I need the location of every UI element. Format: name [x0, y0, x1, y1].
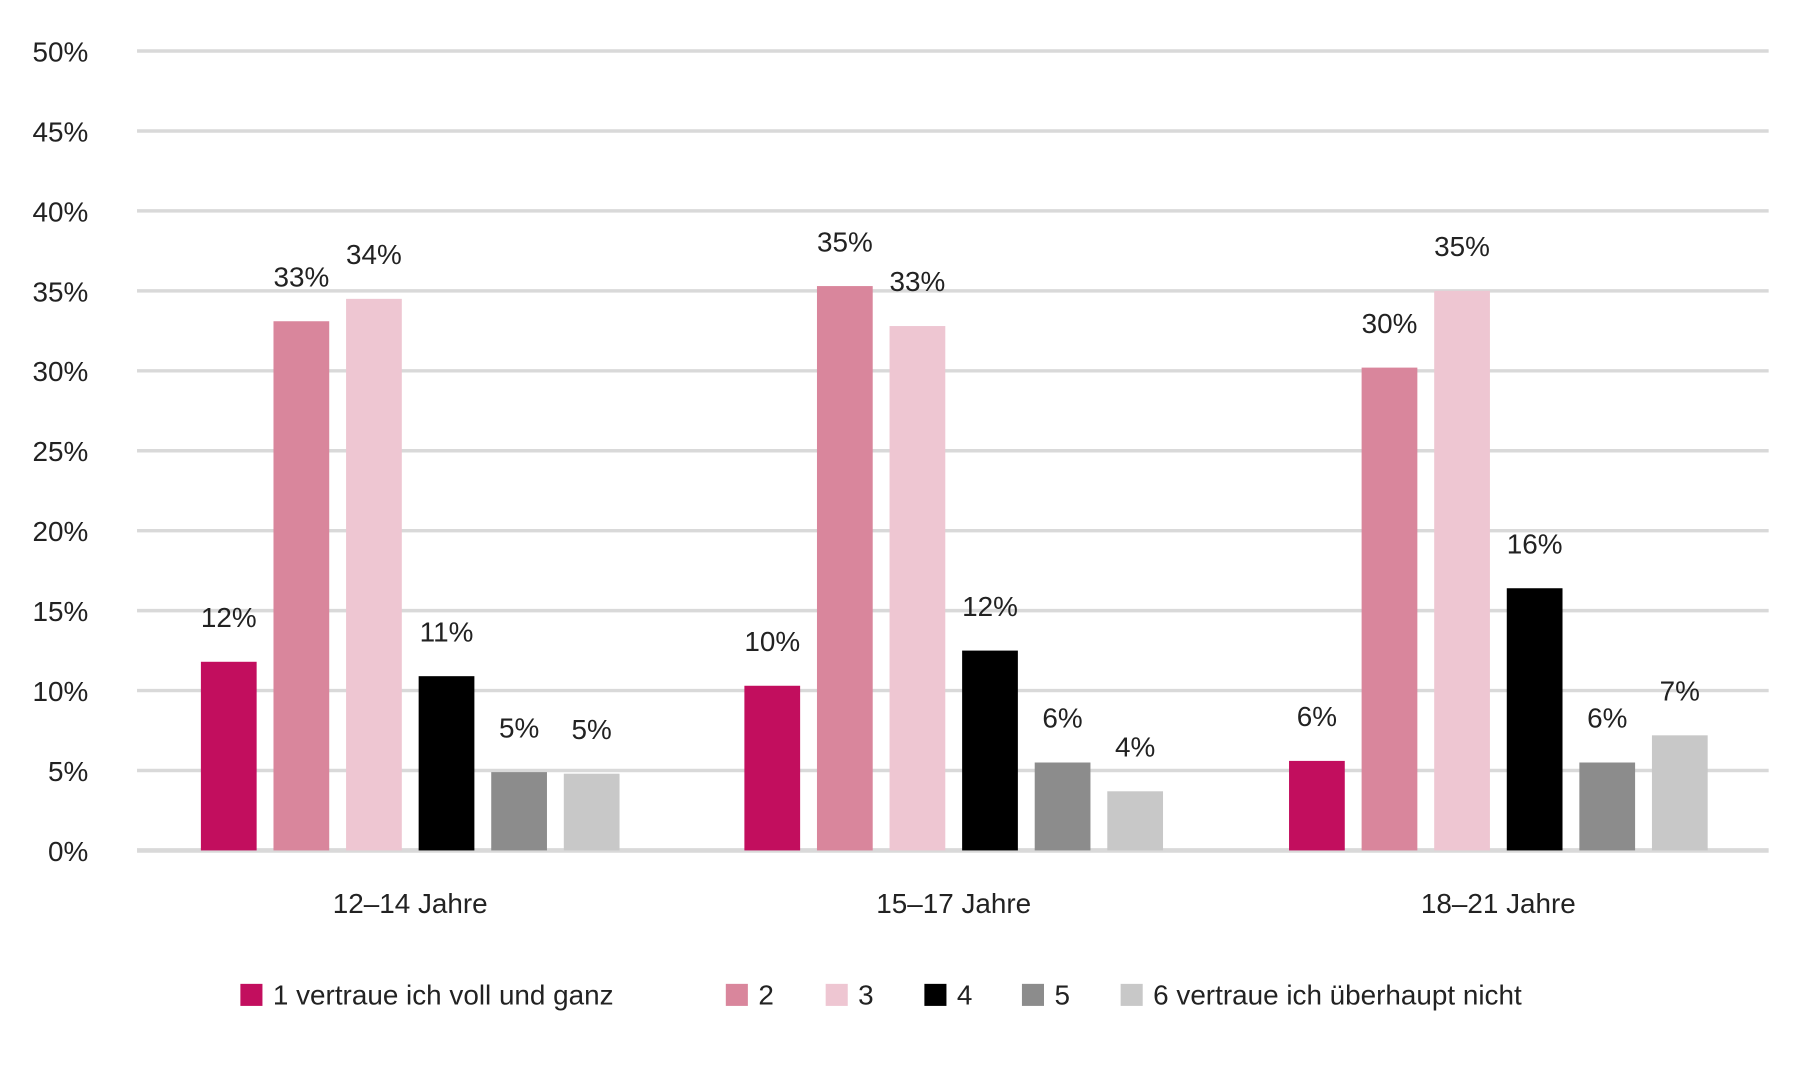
legend-swatch — [1120, 983, 1143, 1006]
bar — [563, 773, 620, 851]
bar — [1361, 367, 1418, 851]
y-tick-label: 5% — [48, 756, 88, 787]
y-tick-label: 10% — [32, 676, 88, 707]
data-label: 33% — [890, 266, 946, 297]
x-axis-categories: 12–14 Jahre 15–17 Jahre 18–21 Jahre — [333, 888, 1576, 919]
data-label: 6% — [1587, 703, 1627, 734]
y-axis-ticks: 0% 5% 10% 15% 20% 25% 30% 35% 40% 45% 50% — [32, 37, 88, 867]
data-label: 35% — [817, 226, 873, 257]
bar — [1289, 760, 1345, 851]
y-tick-label: 20% — [32, 516, 88, 547]
bars — [200, 286, 1708, 851]
y-tick-label: 15% — [32, 596, 88, 627]
y-tick-label: 30% — [32, 356, 88, 387]
data-label: 16% — [1507, 528, 1563, 559]
bar — [491, 772, 547, 851]
data-label: 6% — [1042, 703, 1082, 734]
bar — [889, 326, 946, 851]
bar — [1034, 762, 1091, 851]
bar — [744, 685, 801, 851]
data-label: 10% — [744, 626, 800, 657]
data-label: 33% — [273, 261, 329, 292]
data-label: 12% — [201, 602, 257, 633]
bar — [1506, 588, 1563, 851]
legend: 1 vertraue ich voll und ganz 2 3 4 5 6 vertra… — [240, 980, 1522, 1011]
y-tick-label: 40% — [32, 196, 88, 227]
legend-swatch — [240, 983, 263, 1006]
data-label: 5% — [572, 714, 612, 745]
bar — [1434, 290, 1490, 851]
bar — [962, 650, 1018, 851]
category-label: 15–17 Jahre — [876, 888, 1031, 919]
bar — [273, 321, 330, 851]
legend-swatch — [725, 983, 748, 1006]
category-label: 18–21 Jahre — [1421, 888, 1576, 919]
legend-swatch — [924, 983, 947, 1006]
bar — [418, 676, 475, 851]
legend-label: 6 vertraue ich überhaupt nicht — [1153, 980, 1522, 1011]
data-label: 7% — [1660, 676, 1700, 707]
legend-swatch — [825, 983, 848, 1006]
legend-label: 1 vertraue ich voll und ganz — [273, 980, 614, 1011]
y-tick-label: 50% — [32, 37, 88, 68]
data-label: 5% — [499, 712, 539, 743]
bar — [1651, 735, 1708, 851]
legend-label: 5 — [1054, 980, 1070, 1011]
gridlines — [137, 49, 1769, 853]
bar — [200, 661, 257, 851]
y-tick-label: 25% — [32, 436, 88, 467]
data-label: 6% — [1297, 701, 1337, 732]
data-label: 30% — [1362, 308, 1418, 339]
y-tick-label: 0% — [48, 836, 88, 867]
data-label: 12% — [962, 591, 1018, 622]
legend-label: 4 — [957, 980, 973, 1011]
y-tick-label: 35% — [32, 276, 88, 307]
bar — [1579, 762, 1636, 851]
legend-swatch — [1021, 983, 1044, 1006]
bar — [1107, 791, 1164, 851]
legend-label: 3 — [858, 980, 874, 1011]
data-label: 4% — [1115, 731, 1155, 762]
y-tick-label: 45% — [32, 116, 88, 147]
data-labels: 12% 33% 34% 11% 5% 5% 10% 35% 33% 12% 6% 4% 6% 30% 35%… — [201, 226, 1700, 762]
category-label: 12–14 Jahre — [333, 888, 488, 919]
data-label: 35% — [1434, 231, 1490, 262]
bar — [346, 298, 402, 851]
data-label: 34% — [346, 239, 402, 270]
legend-label: 2 — [758, 980, 774, 1011]
data-label: 11% — [420, 616, 474, 647]
bar — [816, 286, 873, 851]
